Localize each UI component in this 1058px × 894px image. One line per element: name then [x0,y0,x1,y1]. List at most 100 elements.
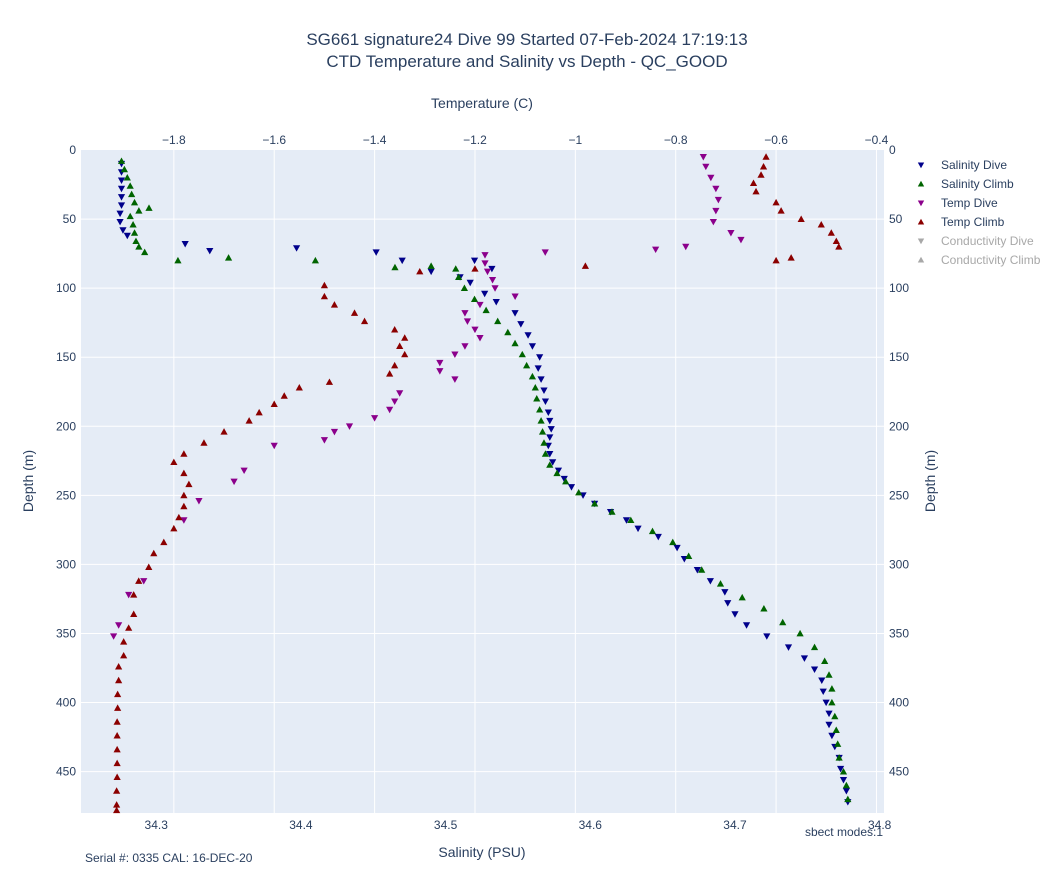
chart-title-line1: SG661 signature24 Dive 99 Started 07-Feb… [306,30,747,49]
legend-item[interactable]: Temp Climb [917,215,1005,229]
legend-item[interactable]: Conductivity Climb [917,253,1041,267]
legend-label: Conductivity Climb [941,253,1041,267]
data-point [608,508,616,515]
data-point [123,232,131,240]
data-point [110,633,118,640]
data-point [707,174,715,182]
data-point [185,480,193,488]
data-point [533,395,541,402]
data-point [534,365,542,372]
legend-marker-icon [917,162,925,169]
data-point [528,372,537,380]
data-point [832,237,840,245]
data-point [117,202,126,209]
data-point [181,241,189,248]
data-point [113,745,121,753]
data-point [481,252,489,259]
legend-marker-icon [917,238,925,245]
data-point [839,776,848,784]
salinity-tick-label: 34.6 [579,818,603,832]
depth-tick-label-left: 400 [56,696,76,710]
legend-marker-icon [917,180,925,187]
data-point [455,273,463,280]
data-point [760,604,768,612]
data-point [738,593,746,601]
depth-tick-label-left: 150 [56,350,76,364]
data-point [752,187,760,195]
data-point [245,417,253,424]
data-point [320,281,329,289]
data-point [270,442,278,450]
data-point [117,177,126,184]
data-point [523,361,531,369]
data-point [494,317,502,325]
data-point [386,370,394,377]
legend-item[interactable]: Salinity Dive [917,158,1008,172]
depth-tick-label-right: 250 [889,488,909,502]
data-point [311,256,319,264]
legend-item[interactable]: Conductivity Dive [917,234,1034,248]
data-point [386,406,394,414]
data-point [553,469,561,477]
series-salinity-climb [117,157,852,803]
depth-tick-label-left: 200 [56,419,76,433]
legend-item[interactable]: Temp Dive [917,196,998,210]
data-point [119,227,127,234]
data-point [825,671,833,678]
data-point [113,773,121,780]
legend[interactable]: Salinity Dive Salinity Climb Temp Dive Temp… [917,158,1041,267]
data-point [126,212,134,220]
data-point [541,398,550,405]
data-point [330,428,339,436]
chart-title-line2: CTD Temperature and Salinity vs Depth - … [326,52,727,71]
data-point [581,262,589,269]
temperature-axis-title: Temperature (C) [431,95,533,111]
data-point [116,210,124,218]
data-point [796,629,804,637]
legend-label: Conductivity Dive [941,234,1034,248]
data-point [749,179,758,187]
temperature-tick-label: −1.6 [262,133,286,147]
data-point [117,157,126,164]
salinity-tick-label: 34.4 [289,818,313,832]
temperature-tick-label: −0.8 [664,133,688,147]
data-point [132,237,140,245]
data-point [436,368,444,375]
data-point [123,174,131,181]
data-point [481,260,489,267]
data-point [481,290,489,298]
data-point [451,376,459,383]
data-point [345,423,354,430]
data-marks [110,153,852,814]
depth-tick-label-left: 0 [69,143,76,157]
salinity-tick-label: 34.7 [723,818,747,832]
legend-label: Salinity Dive [941,158,1007,172]
data-point [200,439,208,446]
data-point [452,265,460,272]
data-point [320,437,329,444]
data-point [170,458,178,466]
legend-marker-icon [917,256,925,263]
data-point [488,276,497,284]
legend-label: Salinity Climb [941,177,1014,191]
data-point [828,698,836,706]
data-point [779,618,787,626]
data-point [141,248,149,256]
data-point [128,190,136,198]
legend-item[interactable]: Salinity Climb [917,177,1014,191]
data-point [669,538,677,546]
data-point [835,754,843,761]
serial-annotation: Serial #: 0335 CAL: 16-DEC-20 [85,851,253,865]
data-point [842,781,850,789]
data-point [130,198,139,206]
data-point [511,339,519,347]
data-point [470,257,479,265]
data-point [125,591,133,599]
data-point [827,229,835,236]
depth-tick-label-right: 200 [889,419,909,433]
legend-label: Temp Climb [941,215,1005,229]
data-point [842,788,850,795]
data-point [822,699,830,707]
data-point [325,378,334,385]
